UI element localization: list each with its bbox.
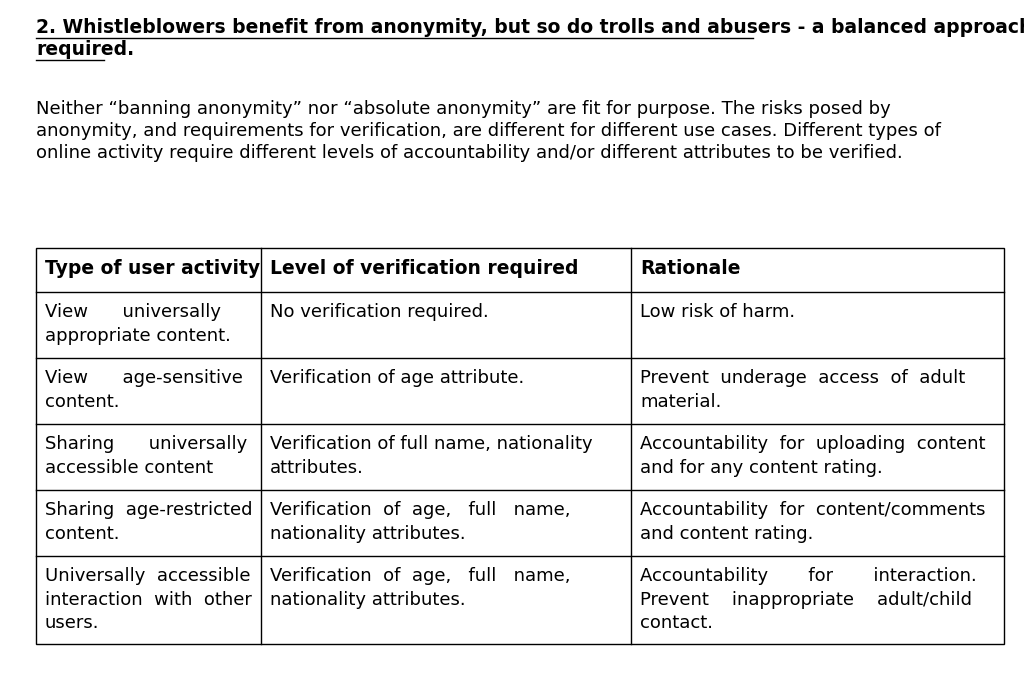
Text: online activity require different levels of accountability and/or different attr: online activity require different levels… <box>36 144 903 162</box>
Text: Accountability  for  content/comments
and content rating.: Accountability for content/comments and … <box>640 501 986 542</box>
Text: View      universally
appropriate content.: View universally appropriate content. <box>45 303 230 345</box>
Text: Accountability  for  uploading  content
and for any content rating.: Accountability for uploading content and… <box>640 435 986 477</box>
Text: Verification of age attribute.: Verification of age attribute. <box>269 369 524 387</box>
Text: Verification  of  age,   full   name,
nationality attributes.: Verification of age, full name, national… <box>269 501 570 542</box>
Text: No verification required.: No verification required. <box>269 303 488 321</box>
Text: Accountability       for       interaction.
Prevent    inappropriate    adult/ch: Accountability for interaction. Prevent … <box>640 567 977 632</box>
Text: Sharing  age-restricted
content.: Sharing age-restricted content. <box>45 501 253 542</box>
Text: 2. Whistleblowers benefit from anonymity, but so do trolls and abusers - a balan: 2. Whistleblowers benefit from anonymity… <box>36 18 1024 37</box>
Text: Rationale: Rationale <box>640 259 740 278</box>
Text: Verification  of  age,   full   name,
nationality attributes.: Verification of age, full name, national… <box>269 567 570 609</box>
Bar <box>36 248 1004 644</box>
Text: Verification of full name, nationality
attributes.: Verification of full name, nationality a… <box>269 435 592 477</box>
Text: required.: required. <box>36 40 134 59</box>
Text: Sharing      universally
accessible content: Sharing universally accessible content <box>45 435 247 477</box>
Text: Universally  accessible
interaction  with  other
users.: Universally accessible interaction with … <box>45 567 252 632</box>
Text: Level of verification required: Level of verification required <box>269 259 579 278</box>
Text: Neither “banning anonymity” nor “absolute anonymity” are fit for purpose. The ri: Neither “banning anonymity” nor “absolut… <box>36 100 891 118</box>
Text: Low risk of harm.: Low risk of harm. <box>640 303 796 321</box>
Text: Type of user activity: Type of user activity <box>45 259 260 278</box>
Text: Prevent  underage  access  of  adult
material.: Prevent underage access of adult materia… <box>640 369 966 410</box>
Text: anonymity, and requirements for verification, are different for different use ca: anonymity, and requirements for verifica… <box>36 122 941 140</box>
Text: View      age-sensitive
content.: View age-sensitive content. <box>45 369 243 410</box>
